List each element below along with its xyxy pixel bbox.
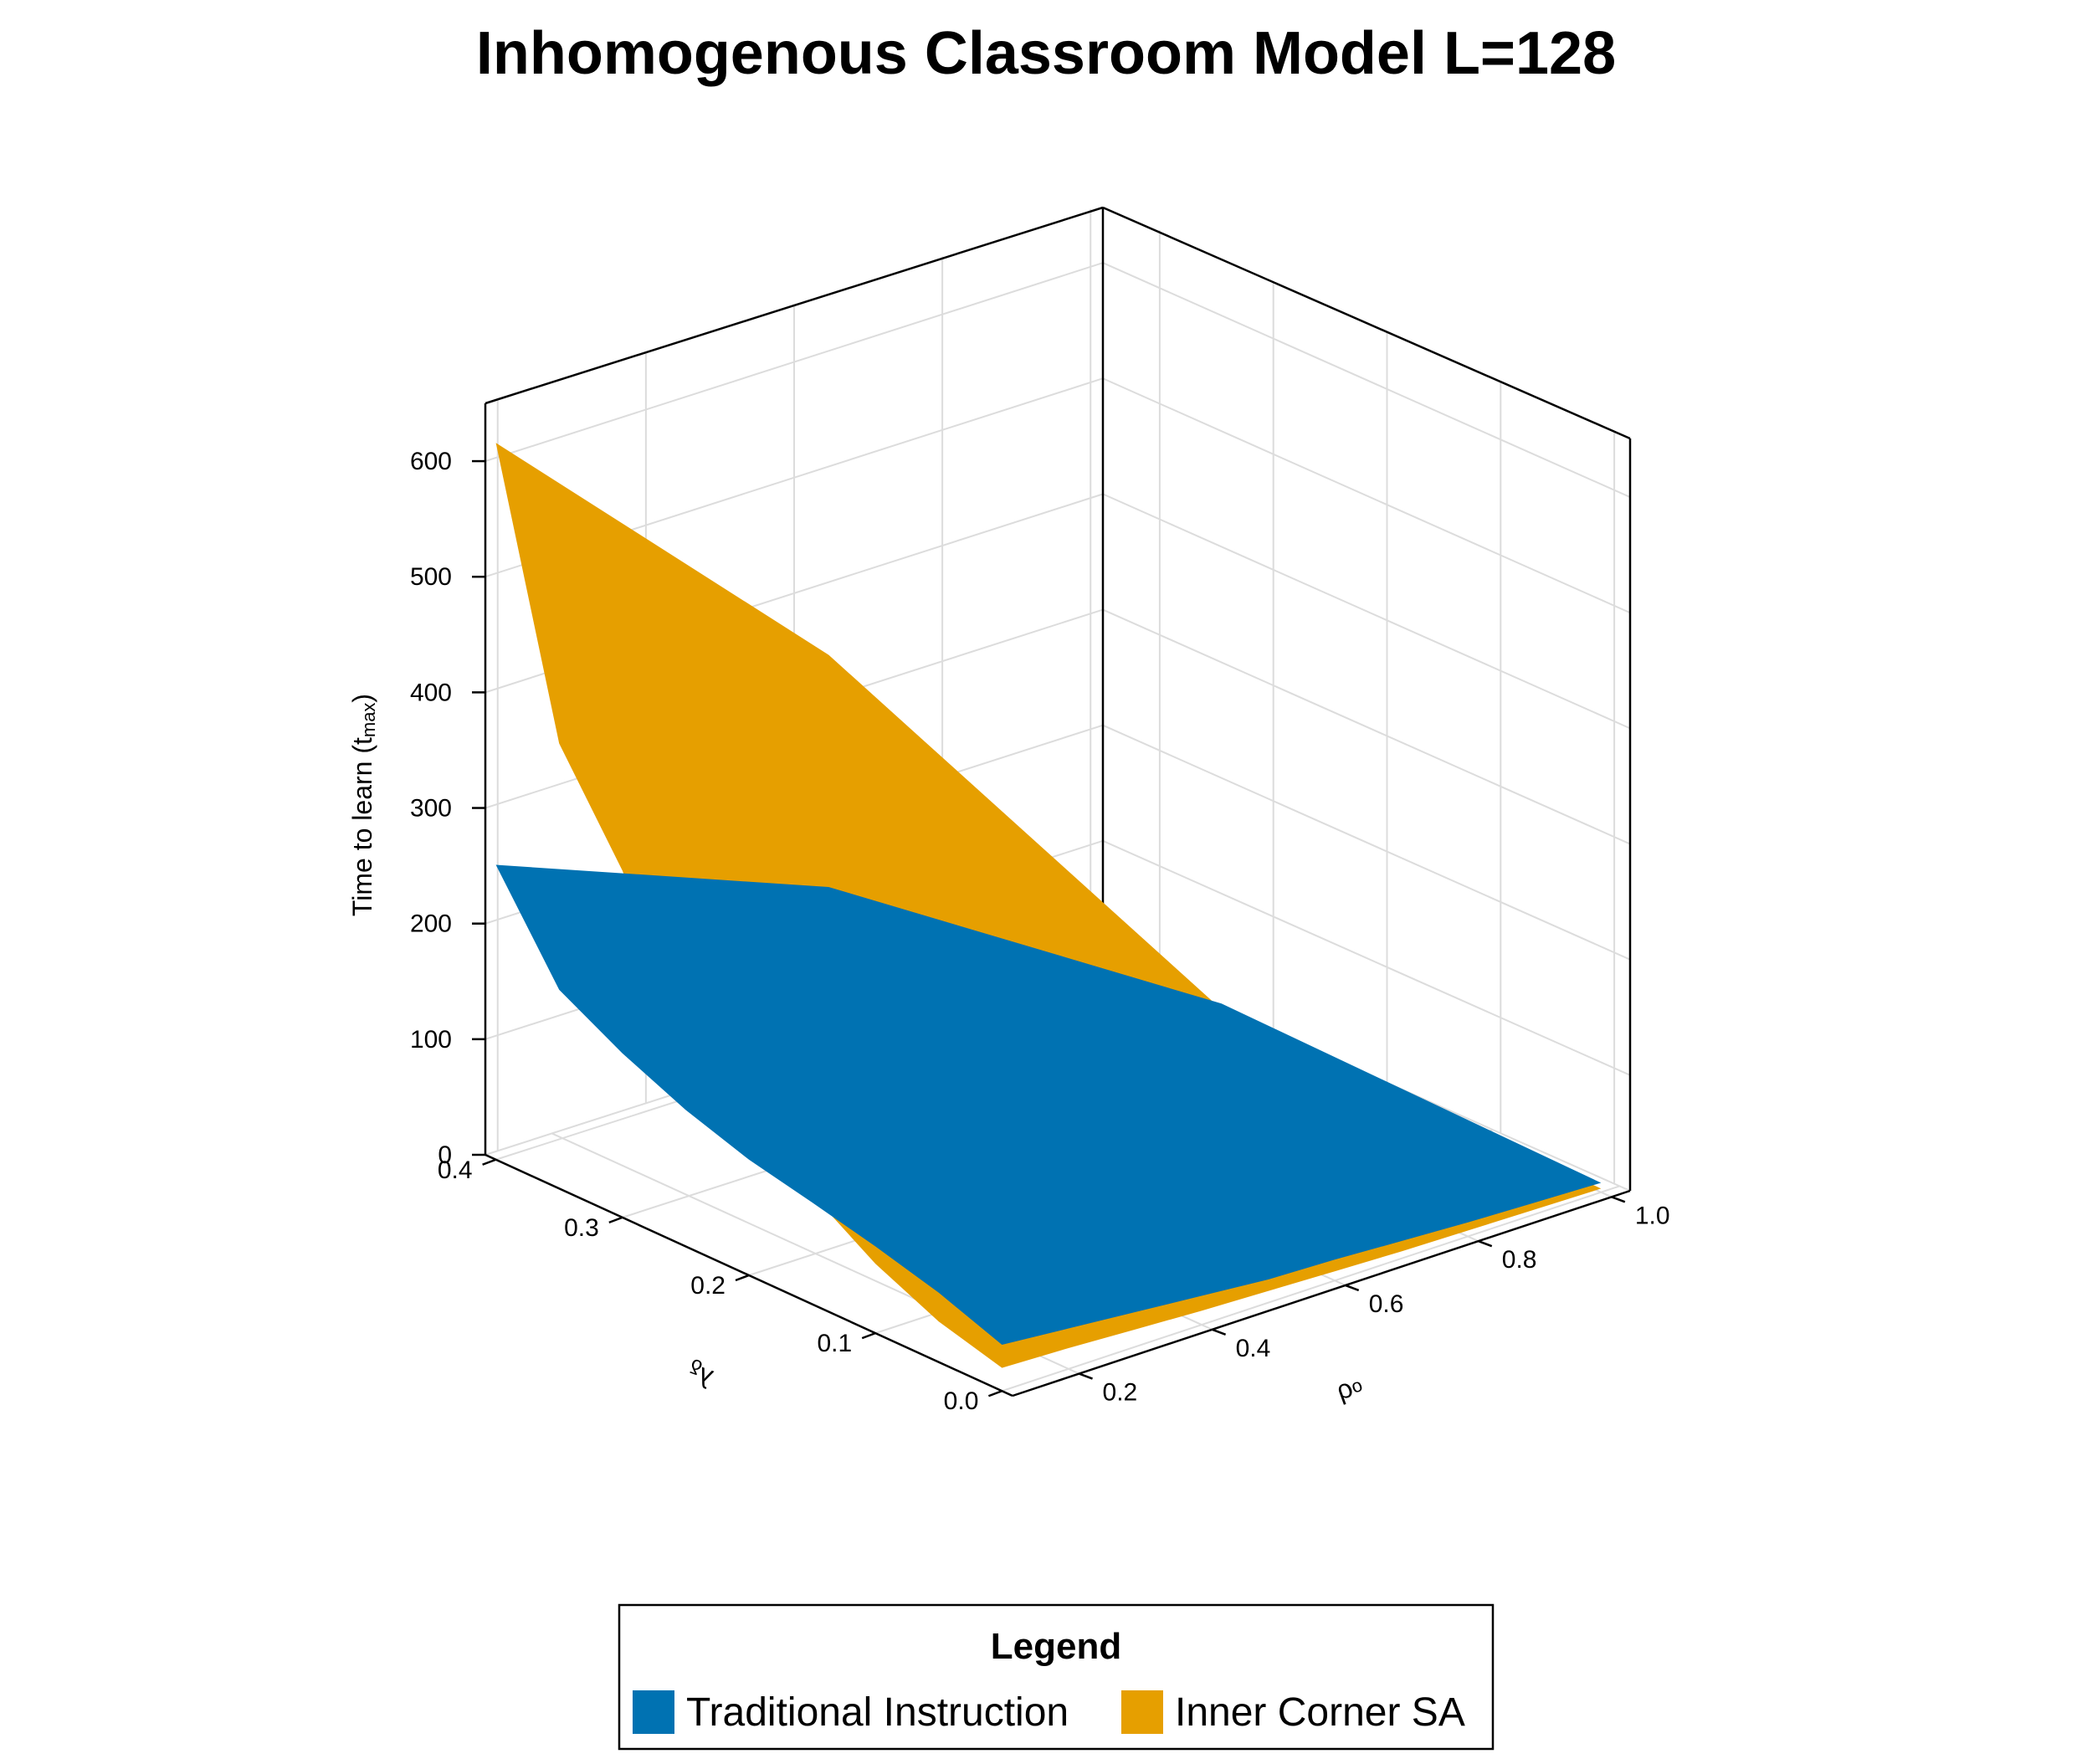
rho-tick-2 bbox=[1345, 1284, 1360, 1292]
axis-ticks: 0 100 200 300 400 500 600 0.0 0.1 0.2 0.3 0.4 0.2 0.4… bbox=[410, 448, 1670, 1415]
lambda-tick-label-2: 0.2 bbox=[690, 1272, 726, 1300]
rho-tick-0 bbox=[1079, 1372, 1093, 1380]
z-tick-label-2: 200 bbox=[410, 910, 452, 938]
grid-lambda-floor-0 bbox=[1002, 1185, 1620, 1392]
z-tick-label-1: 100 bbox=[410, 1026, 452, 1054]
frame-top-left bbox=[485, 206, 1104, 405]
z-tick-label-4: 400 bbox=[410, 679, 452, 706]
grid-z-right-4 bbox=[1102, 493, 1631, 730]
chart-title: Inhomogenous Classroom Model L=128 bbox=[476, 20, 1616, 87]
grid-z-right-3 bbox=[1102, 608, 1631, 845]
rho-tick-label-1: 0.4 bbox=[1236, 1335, 1271, 1362]
lambda-tick-label-3: 0.3 bbox=[564, 1214, 599, 1242]
grid-z-right-1 bbox=[1102, 839, 1631, 1076]
legend-swatch-inner-corner-sa bbox=[1121, 1690, 1163, 1734]
grid-z-right-6 bbox=[1102, 262, 1631, 498]
legend-label-traditional-instruction: Traditional Instruction bbox=[686, 1690, 1069, 1735]
legend: Legend Traditional Instruction Inner Cor… bbox=[618, 1603, 1495, 1751]
z-axis-label: Time to learn (tmax) bbox=[347, 694, 379, 916]
frame-rho-axis bbox=[1012, 1189, 1631, 1397]
legend-swatch-traditional-instruction bbox=[633, 1690, 674, 1734]
legend-title: Legend bbox=[991, 1626, 1121, 1667]
surface-traditional-instruction bbox=[495, 864, 1602, 1345]
frame-top-right bbox=[1102, 206, 1631, 440]
grid-z-right-5 bbox=[1102, 377, 1631, 614]
x-axis-label: ρo bbox=[1332, 1369, 1366, 1406]
rho-tick-label-2: 0.6 bbox=[1369, 1290, 1404, 1318]
axis-frame bbox=[484, 206, 1632, 1397]
z-tick-label-6: 600 bbox=[410, 448, 452, 475]
rho-tick-label-4: 1.0 bbox=[1635, 1202, 1670, 1229]
lambda-tick-3 bbox=[608, 1216, 623, 1224]
lambda-tick-label-1: 0.1 bbox=[817, 1330, 852, 1357]
rho-tick-3 bbox=[1478, 1239, 1493, 1248]
legend-frame bbox=[618, 1603, 1495, 1751]
rho-tick-1 bbox=[1212, 1328, 1227, 1336]
surfaces bbox=[495, 443, 1602, 1368]
z-tick-label-5: 500 bbox=[410, 563, 452, 591]
lambda-tick-1 bbox=[861, 1331, 876, 1340]
y-axis-label: λδ bbox=[683, 1354, 718, 1395]
rho-tick-4 bbox=[1611, 1196, 1626, 1203]
z-tick-label-3: 300 bbox=[410, 795, 452, 823]
rho-tick-label-3: 0.8 bbox=[1502, 1246, 1537, 1274]
lambda-tick-4 bbox=[482, 1158, 497, 1166]
rho-tick-label-0: 0.2 bbox=[1103, 1379, 1138, 1407]
z-tick-label-0: 0 bbox=[438, 1141, 452, 1169]
lambda-tick-0 bbox=[987, 1390, 1002, 1397]
lambda-tick-label-4: 0.4 bbox=[438, 1156, 473, 1184]
legend-label-inner-corner-sa: Inner Corner SA bbox=[1175, 1690, 1465, 1735]
lambda-tick-label-0: 0.0 bbox=[944, 1387, 979, 1415]
lambda-tick-2 bbox=[735, 1274, 750, 1282]
grid-z-right-2 bbox=[1102, 724, 1631, 961]
